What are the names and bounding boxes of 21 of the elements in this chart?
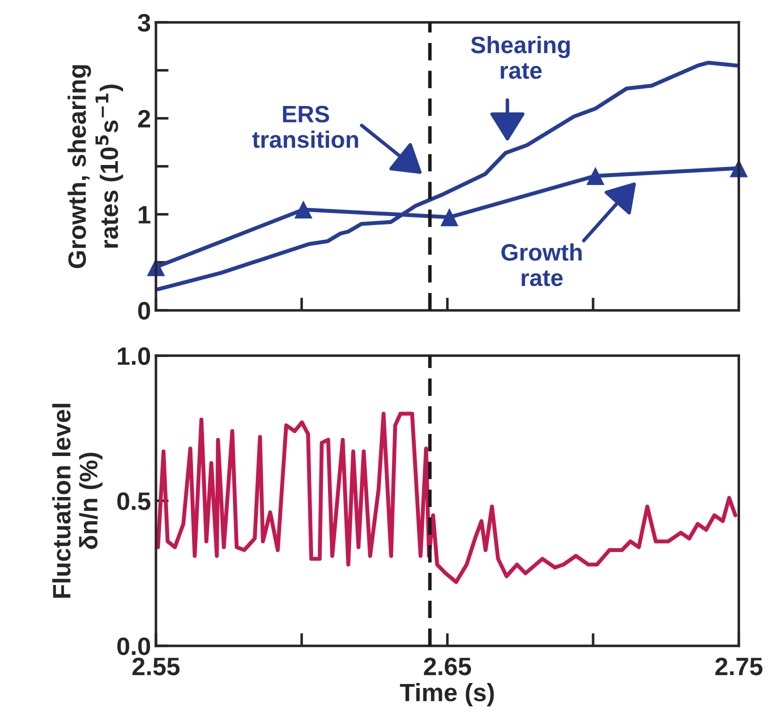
y-tick-label: 0 [138, 302, 150, 320]
x-tick-label: 2.75 [715, 658, 762, 676]
y-tick-label: 0.5 [117, 492, 150, 510]
line-series [156, 412, 738, 584]
annotation: ERS transition [252, 106, 358, 148]
y-axis-title: Fluctuation level δn/n (%) [52, 404, 102, 598]
y-tick-label: 3 [138, 14, 150, 32]
y-tick-label: 1 [138, 206, 150, 224]
y-tick-label: 2 [138, 110, 150, 128]
y-axis-title: Growth, shearing rates (10$^{5}$s$^{−1}$) [68, 65, 124, 268]
x-tick-label: 2.65 [424, 658, 472, 676]
y-tick-label: 1.0 [118, 347, 150, 365]
x-axis-title: Time (s) [400, 683, 494, 706]
y-tick-label: 0.0 [117, 637, 150, 656]
point [294, 200, 312, 219]
point [586, 166, 604, 185]
annotation: Growth rate [501, 243, 582, 286]
annotation: Shearing rate [470, 36, 570, 79]
point [440, 208, 458, 226]
line-series [156, 60, 739, 292]
x-tick-label: 2.55 [132, 658, 180, 676]
